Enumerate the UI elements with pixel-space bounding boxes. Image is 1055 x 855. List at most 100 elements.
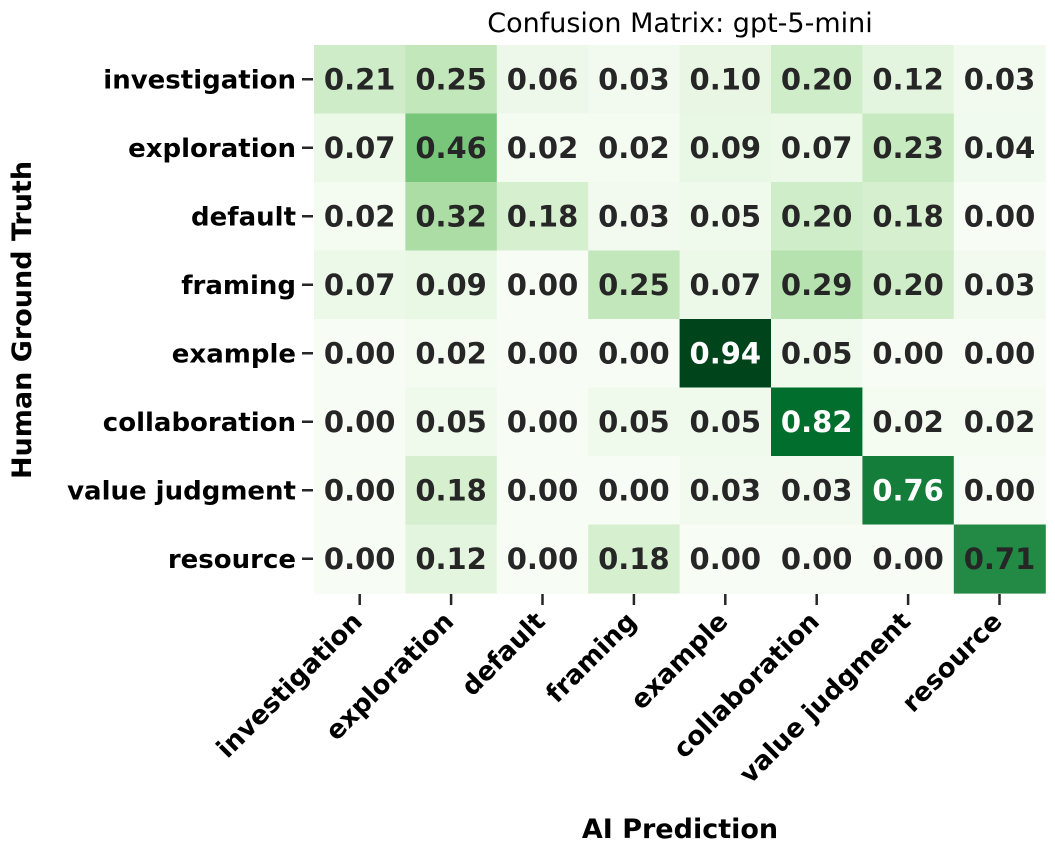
cell-value-label-r4-c3: 0.00 [598, 336, 670, 370]
heatmap-cell-r1-c7 [953, 113, 1046, 183]
heatmap-cell-r0-c2 [496, 45, 589, 115]
heatmap-cell-r6-c0 [314, 456, 406, 526]
cell-value-label-r4-c1: 0.02 [415, 336, 487, 370]
cell-value-label-r1-c2: 0.02 [507, 131, 579, 165]
cell-value-label-r3-c5: 0.29 [781, 268, 853, 302]
heatmap-cell-r1-c6 [862, 113, 955, 183]
heatmap-cell-r5-c7 [953, 387, 1046, 457]
cell-value-label-r7-c0: 0.00 [324, 542, 396, 576]
cell-value-label-r5-c2: 0.00 [507, 405, 579, 439]
cell-value-label-r2-c4: 0.05 [690, 199, 762, 233]
heatmap-cell-r2-c3 [588, 182, 681, 252]
heatmap-cell-r0-c3 [588, 45, 681, 115]
cell-value-label-r4-c0: 0.00 [324, 336, 396, 370]
cell-value-label-r2-c3: 0.03 [598, 199, 670, 233]
cell-value-label-r0-c4: 0.10 [690, 62, 762, 96]
cell-value-label-r1-c4: 0.09 [690, 131, 762, 165]
heatmap-cell-r1-c3 [588, 113, 681, 183]
heatmap-cell-r5-c6 [862, 387, 955, 457]
y-axis-ticks: investigation exploration default framing ex… [67, 65, 313, 575]
heatmap-cell-r7-c2 [496, 524, 589, 594]
cell-value-label-r0-c1: 0.25 [415, 62, 487, 96]
cell-value-label-r4-c7: 0.00 [964, 336, 1036, 370]
cell-value-label-r1-c5: 0.07 [781, 131, 853, 165]
cell-value-label-r2-c2: 0.18 [507, 199, 579, 233]
cell-value-label-r2-c7: 0.00 [964, 199, 1036, 233]
cell-value-label-r7-c5: 0.00 [781, 542, 853, 576]
heatmap-cell-r7-c6 [862, 524, 955, 594]
cell-value-label-r7-c3: 0.18 [598, 542, 670, 576]
cell-value-label-r0-c3: 0.03 [598, 62, 670, 96]
heatmap-cell-r2-c2 [496, 182, 589, 252]
heatmap-cell-r1-c2 [496, 113, 589, 183]
heatmap-cells [314, 45, 1046, 594]
y-tick-label-3: framing [181, 271, 296, 301]
cell-value-label-r7-c2: 0.00 [507, 542, 579, 576]
heatmap-cell-r6-c6 [862, 456, 955, 526]
cell-value-label-r3-c4: 0.07 [690, 268, 762, 302]
cell-value-label-r6-c5: 0.03 [781, 473, 853, 507]
heatmap-cell-r4-c0 [314, 319, 406, 389]
x-tick-label-2: default [456, 607, 551, 702]
cell-value-label-r1-c6: 0.23 [872, 131, 944, 165]
cell-value-label-r6-c2: 0.00 [507, 473, 579, 507]
heatmap-cell-r0-c6 [862, 45, 955, 115]
cell-value-label-r3-c6: 0.20 [872, 268, 944, 302]
y-tick-label-5: collaboration [103, 408, 296, 438]
heatmap-cell-r2-c5 [771, 182, 863, 252]
cell-value-label-r2-c1: 0.32 [415, 199, 487, 233]
heatmap-cell-r4-c3 [588, 319, 681, 389]
cell-value-label-r7-c1: 0.12 [415, 542, 487, 576]
chart-title: Confusion Matrix: gpt-5-mini [487, 8, 873, 39]
heatmap-cell-r3-c7 [953, 250, 1046, 320]
y-axis-label: Human Ground Truth [7, 161, 38, 479]
heatmap-cell-r6-c1 [405, 456, 498, 526]
heatmap-cell-r6-c7 [953, 456, 1046, 526]
cell-value-label-r7-c7: 0.71 [964, 542, 1036, 576]
heatmap-cell-r2-c7 [953, 182, 1046, 252]
cell-value-label-r6-c3: 0.00 [598, 473, 670, 507]
heatmap-cell-r3-c3 [588, 250, 681, 320]
heatmap-cell-r1-c4 [679, 113, 772, 183]
heatmap-cell-r6-c2 [496, 456, 589, 526]
cell-value-label-r5-c6: 0.02 [872, 405, 944, 439]
x-tick-label-6: value judgment [734, 607, 917, 790]
heatmap-cell-r7-c1 [405, 524, 498, 594]
cell-value-label-r0-c2: 0.06 [507, 62, 579, 96]
heatmap-cell-r0-c0 [314, 45, 406, 115]
cell-value-label-r5-c3: 0.05 [598, 405, 670, 439]
cell-value-label-r2-c5: 0.20 [781, 199, 853, 233]
heatmap-cell-r5-c5 [771, 387, 863, 457]
cell-value-label-r4-c2: 0.00 [507, 336, 579, 370]
y-tick-label-2: default [191, 202, 296, 232]
heatmap-cell-r5-c4 [679, 387, 772, 457]
cell-value-label-r1-c3: 0.02 [598, 131, 670, 165]
cell-value-label-r4-c6: 0.00 [872, 336, 944, 370]
heatmap-cell-r4-c6 [862, 319, 955, 389]
cell-value-label-r3-c3: 0.25 [598, 268, 670, 302]
cell-value-label-r3-c0: 0.07 [324, 268, 396, 302]
cell-value-label-r2-c6: 0.18 [872, 199, 944, 233]
cell-value-label-r6-c7: 0.00 [964, 473, 1036, 507]
heatmap-cell-r2-c0 [314, 182, 406, 252]
heatmap-cell-r2-c6 [862, 182, 955, 252]
cell-value-label-r5-c1: 0.05 [415, 405, 487, 439]
heatmap-cell-r2-c4 [679, 182, 772, 252]
x-axis-label: AI Prediction [582, 814, 778, 845]
y-tick-label-0: investigation [103, 65, 296, 95]
heatmap-cell-r6-c3 [588, 456, 681, 526]
heatmap-cell-r4-c1 [405, 319, 498, 389]
cell-value-label-r3-c2: 0.00 [507, 268, 579, 302]
cell-value-label-r5-c0: 0.00 [324, 405, 396, 439]
cell-value-label-r0-c0: 0.21 [324, 62, 396, 96]
heatmap-cell-r3-c6 [862, 250, 955, 320]
heatmap-cell-r3-c0 [314, 250, 406, 320]
heatmap-cell-r2-c1 [405, 182, 498, 252]
heatmap-cell-r5-c1 [405, 387, 498, 457]
heatmap-cell-r5-c2 [496, 387, 589, 457]
heatmap-cell-r3-c2 [496, 250, 589, 320]
heatmap-cell-r1-c1 [405, 113, 498, 183]
heatmap-cell-labels: 0.21 0.25 0.06 0.03 0.10 0.20 0.12 0.03 0.07 0.46… [324, 62, 1035, 576]
cell-value-label-r7-c6: 0.00 [872, 542, 944, 576]
